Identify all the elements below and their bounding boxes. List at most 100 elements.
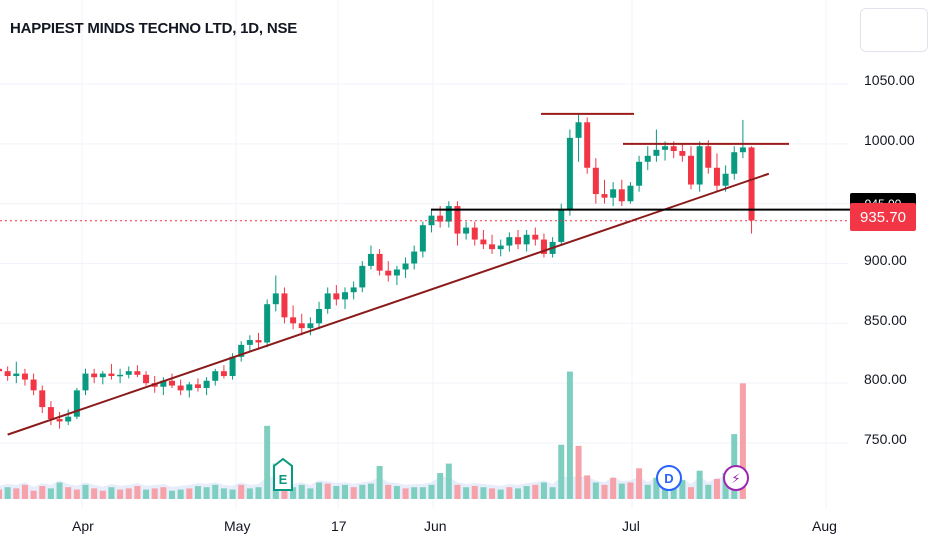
volume-bar bbox=[0, 489, 2, 499]
candle-body bbox=[212, 371, 219, 381]
volume-bar bbox=[238, 484, 245, 499]
candle-body bbox=[56, 419, 63, 422]
volume-bar bbox=[229, 489, 236, 499]
price-axis-label: 900.00 bbox=[864, 252, 907, 268]
volume-bar bbox=[419, 487, 426, 499]
candle-body bbox=[688, 155, 694, 185]
candle-body bbox=[463, 227, 470, 234]
volume-bar bbox=[515, 488, 521, 499]
time-axis-label: 17 bbox=[331, 518, 347, 534]
candle-body bbox=[385, 270, 392, 276]
volume-bar bbox=[367, 483, 374, 499]
candle-body bbox=[4, 371, 11, 376]
candle-body bbox=[367, 253, 374, 266]
candle-body bbox=[627, 185, 634, 202]
candle-body bbox=[454, 206, 461, 234]
volume-bar bbox=[463, 487, 470, 499]
volume-bar bbox=[307, 488, 314, 499]
volume-bar bbox=[627, 482, 634, 499]
volume-bar bbox=[203, 487, 210, 499]
volume-bar bbox=[618, 483, 625, 499]
volume-bar bbox=[713, 478, 720, 499]
volume-bar bbox=[350, 487, 357, 499]
candle-body bbox=[653, 149, 660, 156]
candle-body bbox=[471, 227, 478, 240]
price-axis-label: 1000.00 bbox=[864, 132, 915, 148]
volume-bar bbox=[601, 484, 608, 499]
volume-bar bbox=[143, 489, 150, 499]
volume-bar bbox=[376, 465, 383, 499]
volume-bar bbox=[255, 487, 262, 499]
chart-title: HAPPIEST MINDS TECHNO LTD, 1D, NSE bbox=[10, 20, 298, 37]
candle-body bbox=[636, 161, 643, 186]
volume-bar bbox=[679, 480, 686, 499]
candle-body bbox=[143, 374, 150, 384]
candle-body bbox=[264, 304, 271, 343]
volume-bar bbox=[47, 488, 54, 499]
volume-bar bbox=[39, 486, 46, 499]
volume-bar bbox=[91, 488, 98, 499]
candle-body bbox=[324, 293, 331, 309]
volume-bar bbox=[385, 484, 392, 499]
candle-body bbox=[713, 167, 720, 186]
candle-body bbox=[82, 373, 89, 391]
volume-bar bbox=[610, 477, 617, 499]
candle-body bbox=[393, 269, 400, 276]
candle-body bbox=[748, 147, 755, 221]
trendline bbox=[7, 172, 770, 436]
volume-bar bbox=[523, 486, 530, 499]
volume-bar bbox=[56, 482, 63, 499]
candle-body bbox=[696, 146, 703, 185]
candle-body bbox=[99, 373, 106, 378]
candle-body bbox=[540, 239, 547, 254]
candle-body bbox=[220, 371, 227, 376]
volume-bar bbox=[489, 488, 496, 499]
candle-body bbox=[359, 265, 366, 288]
candle-body bbox=[489, 244, 496, 250]
volume-bar bbox=[437, 473, 444, 499]
candle-body bbox=[670, 146, 677, 152]
volume-bar bbox=[411, 487, 418, 499]
current-price-badge: 935.70 bbox=[850, 203, 916, 231]
candle-body bbox=[0, 368, 2, 372]
candle-body bbox=[592, 167, 599, 195]
candle-body bbox=[47, 407, 54, 420]
earnings-icon-label: E bbox=[279, 472, 288, 487]
volume-bar bbox=[688, 487, 694, 499]
volume-bar bbox=[480, 487, 487, 499]
candle-body bbox=[558, 209, 565, 242]
volume-bar bbox=[696, 470, 703, 499]
volume-bar bbox=[739, 383, 746, 499]
volume-bar bbox=[402, 488, 409, 499]
candle-body bbox=[402, 263, 409, 270]
volume-bar bbox=[82, 484, 89, 499]
volume-bar bbox=[4, 487, 11, 499]
corner-settings-box[interactable] bbox=[860, 8, 928, 52]
time-axis-label: Jun bbox=[424, 518, 447, 534]
volume-bar bbox=[324, 483, 331, 499]
candle-body bbox=[506, 237, 513, 246]
volume-bar bbox=[177, 489, 184, 499]
candle-body bbox=[134, 371, 141, 375]
candle-body bbox=[281, 293, 288, 318]
volume-bar bbox=[108, 487, 115, 499]
volume-bar bbox=[333, 486, 340, 499]
volume-bar bbox=[30, 490, 37, 499]
volume-bar bbox=[342, 484, 348, 499]
volume-bar bbox=[13, 488, 20, 499]
candle-body bbox=[177, 385, 184, 391]
candle-body bbox=[91, 373, 98, 378]
volume-bar bbox=[21, 484, 28, 499]
candle-body bbox=[601, 194, 608, 198]
candle-body bbox=[523, 234, 530, 245]
volume-bar bbox=[558, 444, 565, 499]
volume-bar bbox=[160, 487, 167, 499]
candle-body bbox=[246, 340, 253, 345]
candle-body bbox=[160, 380, 167, 387]
volume-bar bbox=[644, 484, 651, 499]
price-axis-label: 850.00 bbox=[864, 312, 907, 328]
candle-body bbox=[722, 173, 729, 186]
price-axis-label: 750.00 bbox=[864, 431, 907, 447]
